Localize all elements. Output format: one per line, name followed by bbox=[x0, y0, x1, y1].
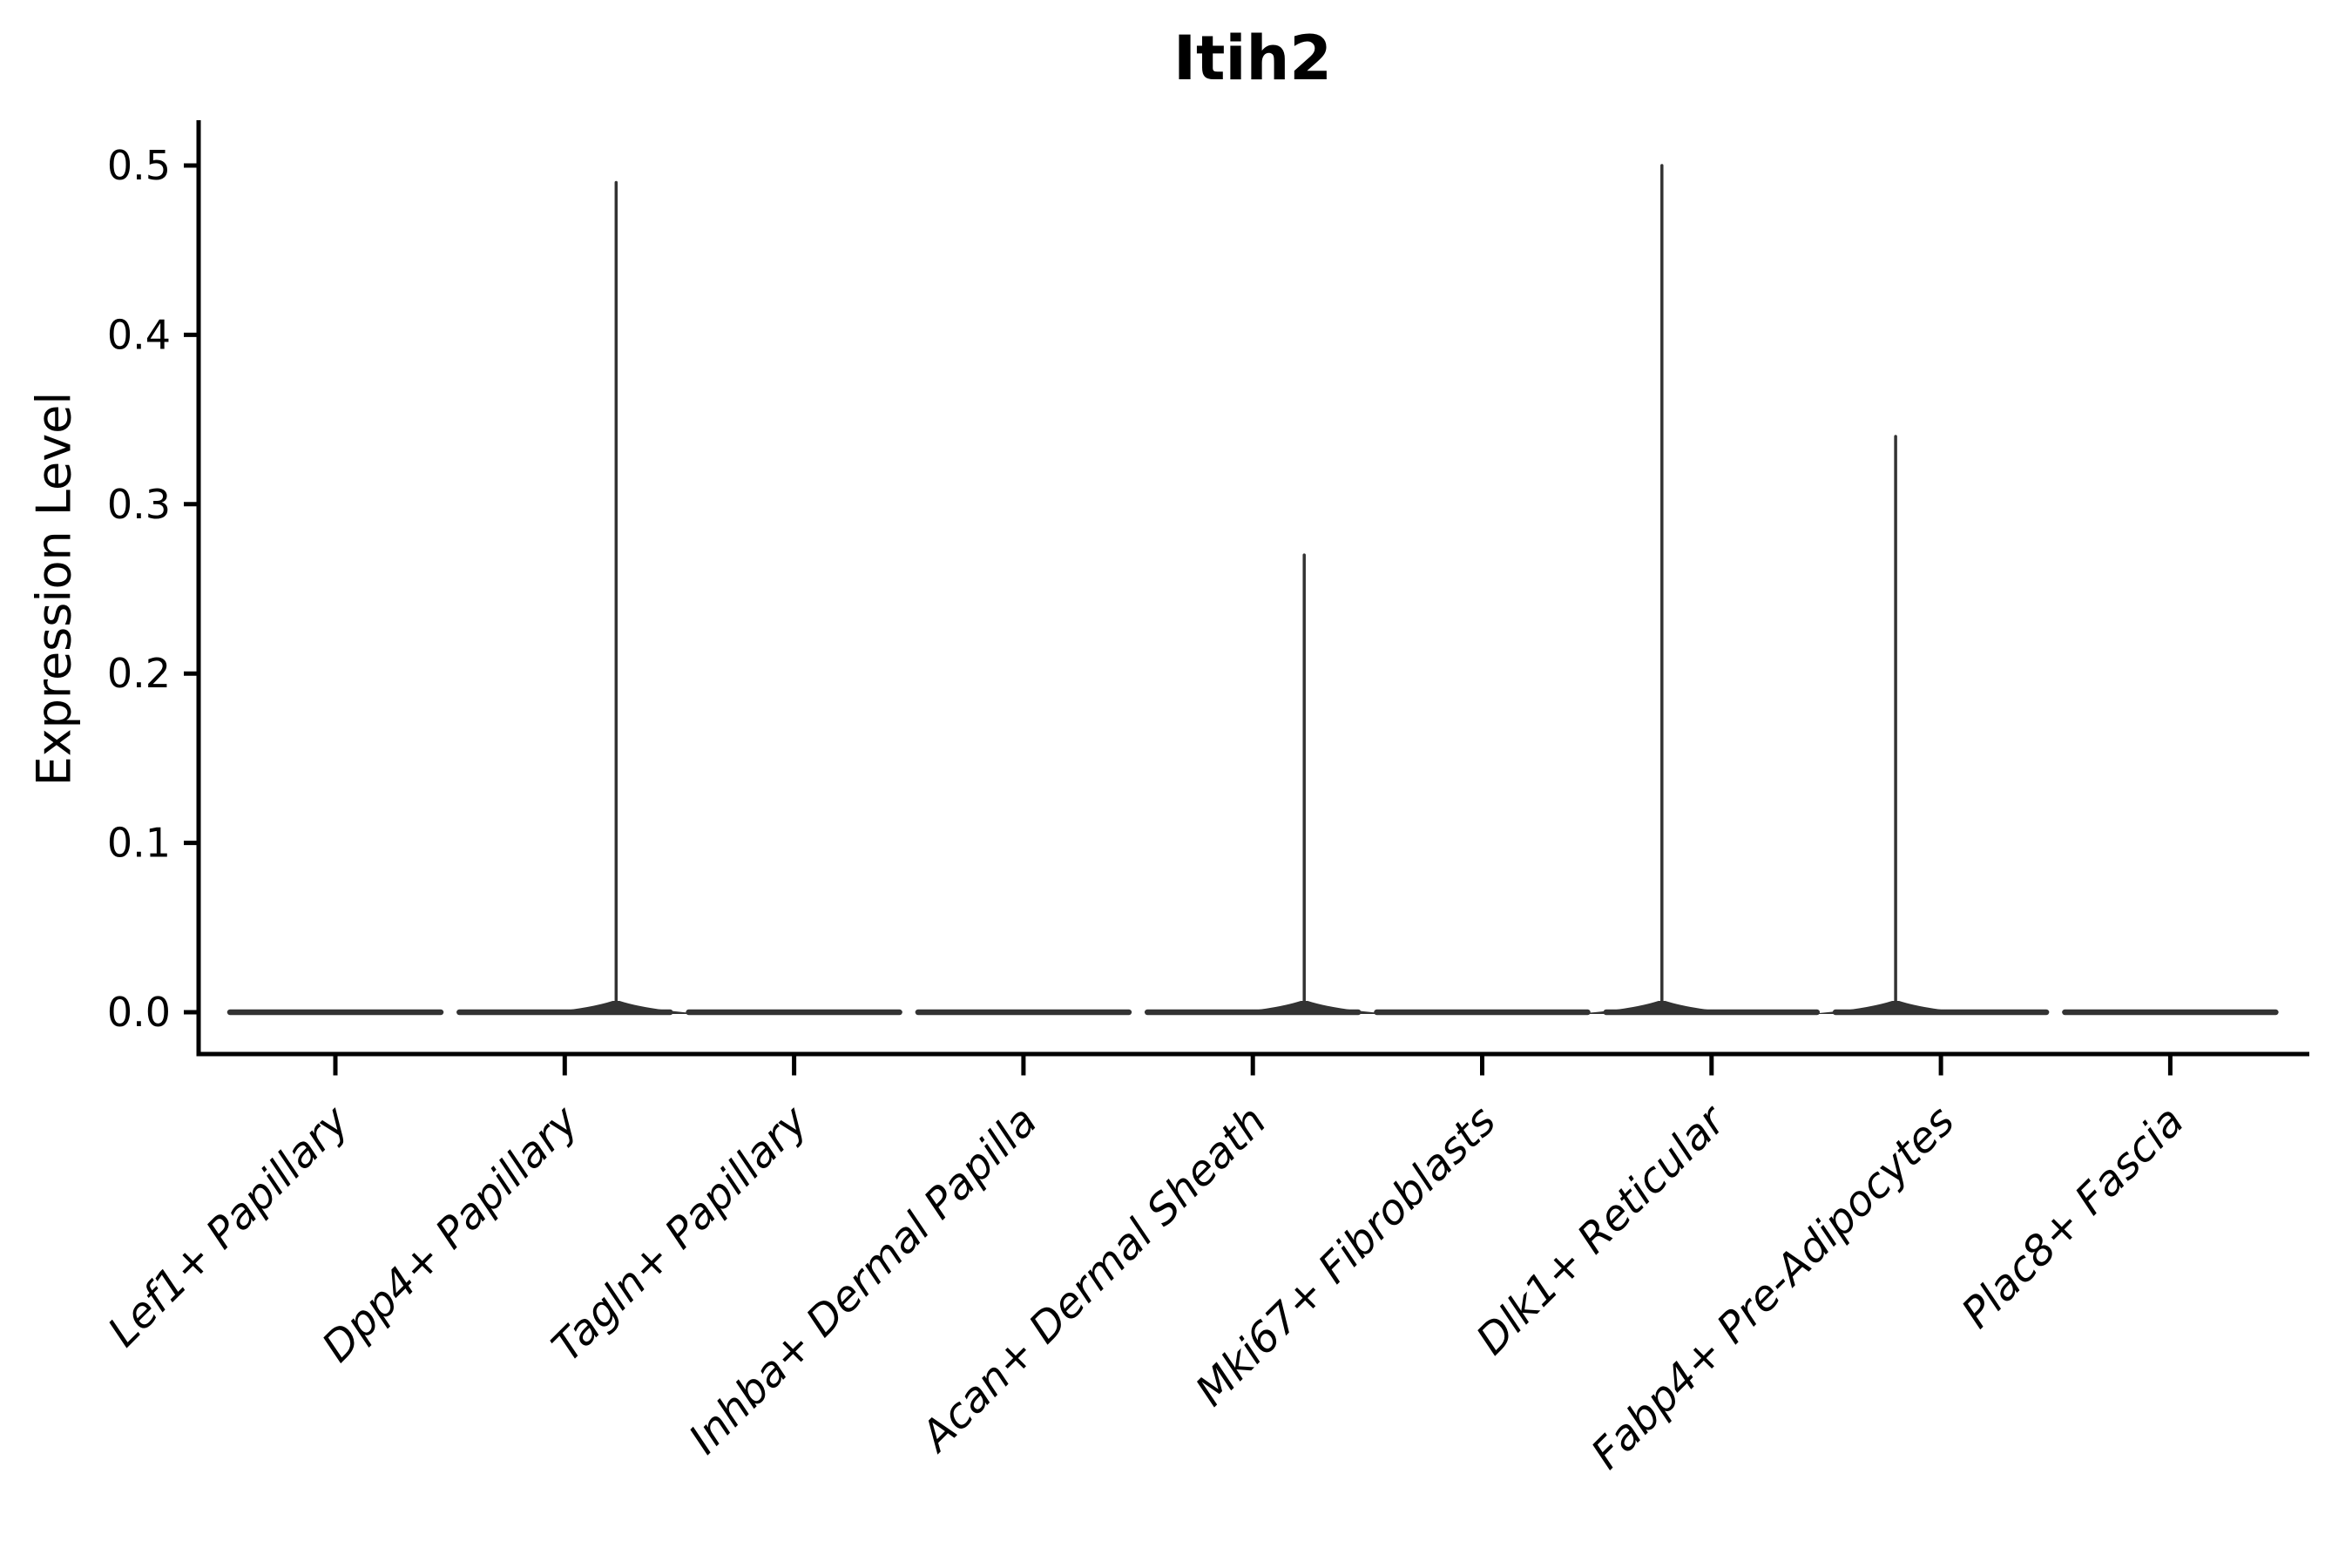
x-tick-label: Plac8+ Fascia bbox=[1952, 1097, 2193, 1338]
x-tick-label: Fabp4+ Pre-Adipocytes bbox=[1582, 1097, 1964, 1479]
y-tick-label: 0.5 bbox=[107, 142, 171, 189]
plot-title: Itih2 bbox=[1173, 23, 1333, 94]
x-tick-label: Lef1+ Papillary bbox=[98, 1096, 359, 1356]
violin-spike-flare bbox=[1808, 1001, 1984, 1014]
y-tick-label: 0.2 bbox=[107, 650, 171, 697]
x-tick-label: Tagln+ Papillary bbox=[543, 1096, 818, 1371]
y-tick-label: 0.1 bbox=[107, 820, 171, 867]
y-tick-label: 0.0 bbox=[107, 989, 171, 1036]
violin-spike-flare bbox=[1217, 1001, 1392, 1014]
y-tick-label: 0.4 bbox=[107, 311, 171, 358]
x-tick-label: Dlk1+ Reticular bbox=[1467, 1095, 1737, 1365]
violin-spike-flare bbox=[529, 1001, 704, 1014]
x-tick-label: Dpp4+ Papillary bbox=[313, 1096, 588, 1371]
y-tick-label: 0.3 bbox=[107, 481, 171, 528]
violin-spike-flare bbox=[1574, 1001, 1749, 1014]
